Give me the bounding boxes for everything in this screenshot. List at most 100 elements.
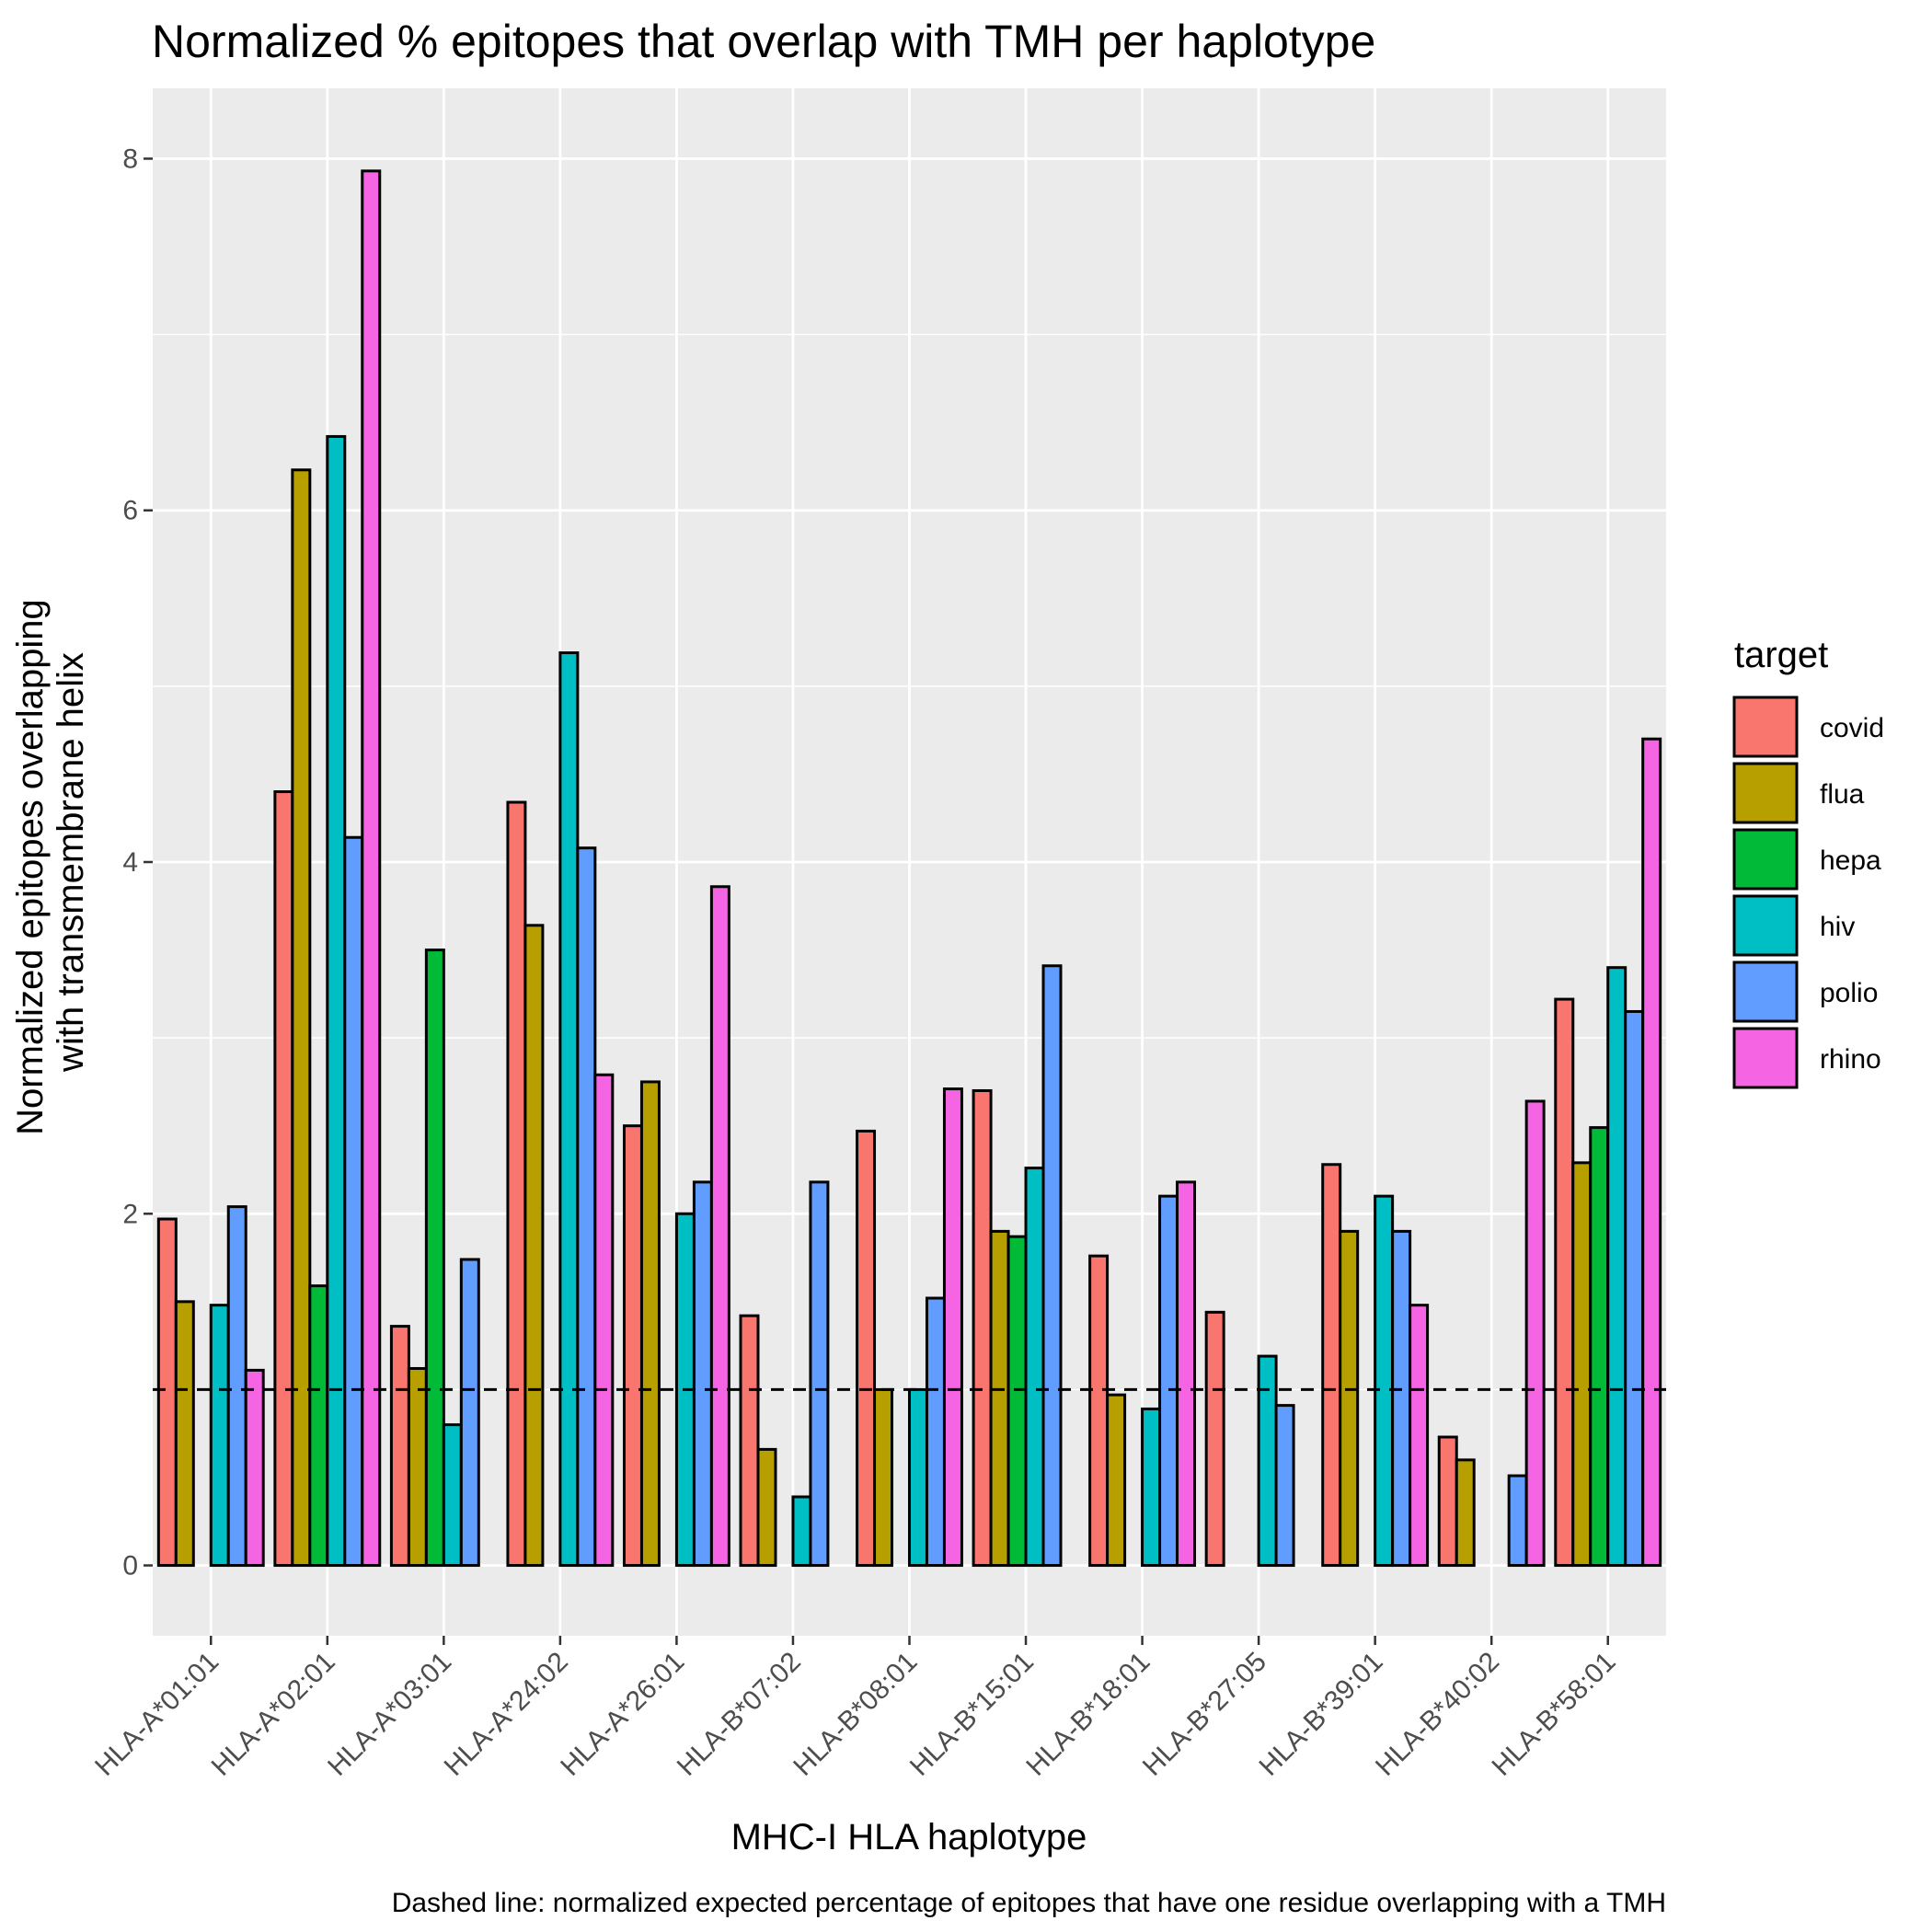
legend-swatch-rhino bbox=[1732, 1027, 1799, 1089]
bar-rhino bbox=[1524, 1099, 1546, 1568]
x-tick-label: HLA-A*26:01 bbox=[555, 1647, 690, 1782]
bar-flua bbox=[291, 468, 312, 1568]
bar-covid bbox=[389, 1325, 410, 1568]
bar-flua bbox=[523, 924, 545, 1568]
y-axis: 0 2 4 6 8 bbox=[122, 144, 153, 1581]
bar-flua bbox=[1339, 1229, 1360, 1568]
bar-hiv bbox=[209, 1304, 230, 1568]
x-axis: HLA-A*01:01HLA-A*02:01HLA-A*03:01HLA-A*2… bbox=[89, 1636, 1622, 1782]
bar-covid bbox=[1554, 997, 1575, 1568]
bar-flua bbox=[989, 1229, 1010, 1568]
bar-rhino bbox=[942, 1087, 963, 1568]
bar-covid bbox=[622, 1124, 643, 1568]
legend-label-polio: polio bbox=[1820, 978, 1878, 1008]
bar-flua bbox=[1455, 1458, 1476, 1568]
bar-covid bbox=[739, 1314, 760, 1568]
x-tick-label: HLA-A*03:01 bbox=[322, 1647, 457, 1782]
y-tick-label: 4 bbox=[122, 847, 138, 878]
legend-label-hepa: hepa bbox=[1820, 845, 1881, 876]
bar-covid bbox=[1321, 1163, 1342, 1568]
x-tick-label: HLA-A*01:01 bbox=[89, 1647, 224, 1782]
bar-flua bbox=[174, 1300, 195, 1568]
bar-polio bbox=[809, 1180, 830, 1568]
bar-polio bbox=[226, 1205, 247, 1568]
bar-flua bbox=[1571, 1161, 1593, 1568]
x-tick-label: HLA-B*18:01 bbox=[1020, 1647, 1156, 1782]
bar-rhino bbox=[1176, 1180, 1197, 1568]
bar-hepa bbox=[308, 1284, 329, 1568]
bar-polio bbox=[1158, 1194, 1179, 1568]
bar-hiv bbox=[1257, 1354, 1278, 1568]
x-tick-label: HLA-B*58:01 bbox=[1487, 1647, 1622, 1782]
chart-caption: Dashed line: normalized expected percent… bbox=[392, 1888, 1666, 1918]
bar-hiv bbox=[1606, 966, 1627, 1568]
y-tick-label: 2 bbox=[122, 1199, 138, 1229]
bar-rhino bbox=[1641, 737, 1662, 1568]
bar-polio bbox=[1624, 1009, 1645, 1568]
bar-polio bbox=[1274, 1404, 1295, 1568]
legend-swatch-covid bbox=[1732, 696, 1799, 758]
bar-polio bbox=[1391, 1229, 1412, 1568]
legend-label-flua: flua bbox=[1820, 779, 1865, 810]
x-tick-label: HLA-B*07:02 bbox=[672, 1647, 807, 1782]
legend-title: target bbox=[1734, 635, 1828, 675]
bar-covid bbox=[1204, 1310, 1225, 1568]
bar-covid bbox=[1088, 1254, 1110, 1568]
legend-label-rhino: rhino bbox=[1820, 1044, 1881, 1075]
bar-hepa bbox=[1006, 1235, 1028, 1568]
bars bbox=[156, 169, 1662, 1568]
bar-rhino bbox=[361, 169, 382, 1568]
bar-hiv bbox=[558, 651, 580, 1568]
bar-rhino bbox=[593, 1073, 615, 1568]
bar-hepa bbox=[1589, 1126, 1610, 1568]
bar-hiv bbox=[1374, 1194, 1395, 1568]
legend-label-covid: covid bbox=[1820, 713, 1884, 743]
bar-hiv bbox=[908, 1387, 928, 1568]
bar-rhino bbox=[244, 1368, 265, 1568]
x-tick-label: HLA-B*39:01 bbox=[1253, 1647, 1388, 1782]
bar-covid bbox=[972, 1088, 993, 1568]
legend-swatch-hiv bbox=[1732, 894, 1799, 957]
bar-hiv bbox=[442, 1423, 463, 1568]
bar-polio bbox=[1041, 964, 1063, 1568]
x-axis-title: MHC-I HLA haplotype bbox=[731, 1817, 1087, 1857]
bar-flua bbox=[1106, 1393, 1127, 1568]
bar-hiv bbox=[791, 1495, 812, 1568]
y-tick-label: 0 bbox=[122, 1551, 138, 1581]
bar-rhino bbox=[1409, 1304, 1430, 1568]
bar-hepa bbox=[424, 949, 445, 1568]
x-tick-label: HLA-A*24:02 bbox=[439, 1647, 574, 1782]
y-tick-label: 8 bbox=[122, 144, 138, 174]
bar-rhino bbox=[709, 885, 730, 1568]
legend: target covid flua hepa hiv polio rhino bbox=[1732, 635, 1884, 1089]
bar-polio bbox=[343, 835, 364, 1568]
y-tick-label: 6 bbox=[122, 496, 138, 526]
bar-flua bbox=[873, 1387, 894, 1568]
x-tick-label: HLA-B*27:05 bbox=[1137, 1647, 1272, 1782]
bar-hiv bbox=[1024, 1167, 1045, 1568]
bar-covid bbox=[156, 1217, 178, 1568]
legend-swatch-polio bbox=[1732, 960, 1799, 1023]
legend-swatch-flua bbox=[1732, 762, 1799, 824]
bar-covid bbox=[1437, 1435, 1458, 1568]
legend-swatch-hepa bbox=[1732, 828, 1799, 891]
x-tick-label: HLA-A*02:01 bbox=[206, 1647, 341, 1782]
legend-label-hiv: hiv bbox=[1820, 912, 1855, 942]
bar-hiv bbox=[1141, 1407, 1162, 1568]
bar-polio bbox=[692, 1180, 713, 1568]
bar-flua bbox=[756, 1447, 777, 1568]
y-axis-title-line-1: Normalized epitopes overlapping bbox=[10, 599, 51, 1135]
bar-flua bbox=[407, 1366, 428, 1568]
chart-title: Normalized % epitopes that overlap with … bbox=[152, 16, 1375, 67]
bar-polio bbox=[576, 846, 597, 1568]
x-tick-label: HLA-B*40:02 bbox=[1370, 1647, 1505, 1782]
bar-flua bbox=[639, 1080, 661, 1568]
bar-covid bbox=[856, 1129, 877, 1568]
bar-polio bbox=[1507, 1474, 1528, 1568]
bar-polio bbox=[459, 1258, 480, 1568]
x-tick-label: HLA-B*08:01 bbox=[788, 1647, 923, 1782]
x-tick-label: HLA-B*15:01 bbox=[904, 1647, 1040, 1782]
bar-hiv bbox=[326, 434, 347, 1568]
